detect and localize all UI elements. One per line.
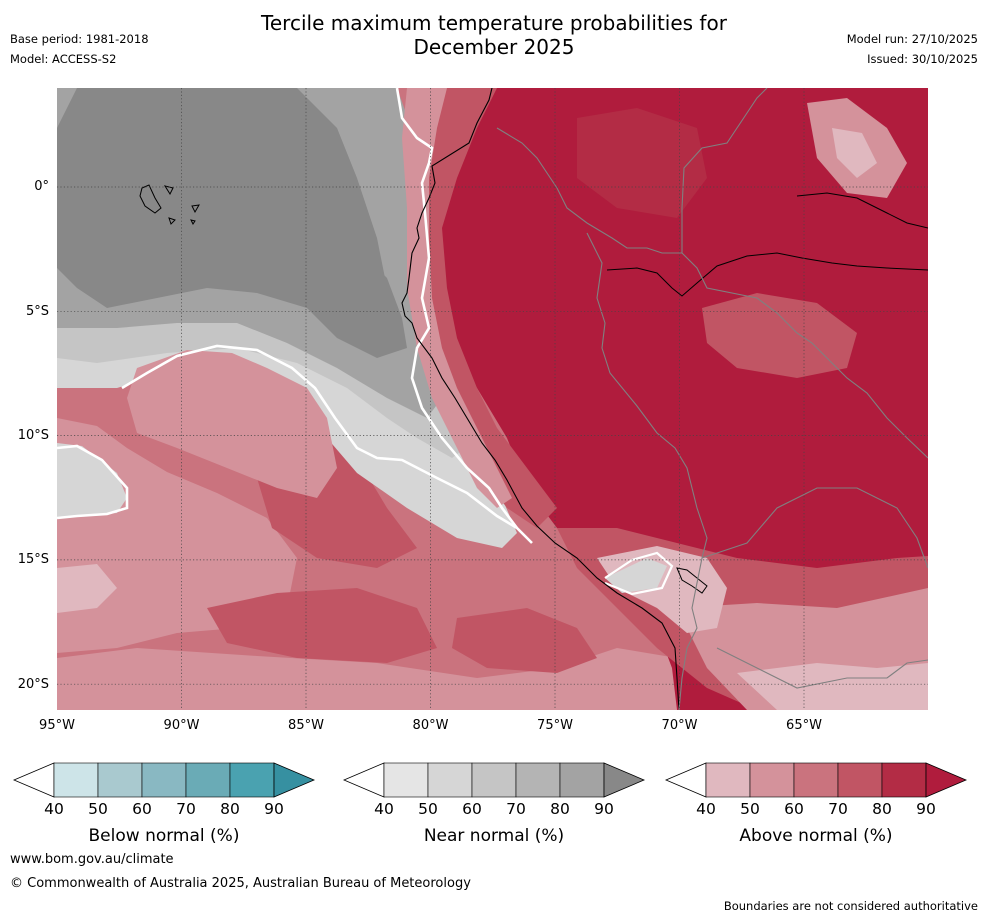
tick-above-60: 60 (784, 800, 804, 818)
colorbar-near-normal (342, 762, 646, 798)
meta-right: Model run: 27/10/2025 Issued: 30/10/2025 (847, 29, 978, 69)
lon-label-95w: 95°W (39, 718, 75, 733)
lon-label-65w: 65°W (786, 718, 822, 733)
colorbar-below-ticks: 40 50 60 70 80 90 (10, 800, 318, 820)
field-land-se-lightest (737, 663, 928, 710)
field-sw-lightest-pink (57, 564, 117, 613)
tick-below-90: 90 (264, 800, 284, 818)
field-land-mid-pink-2 (702, 293, 857, 378)
title-line-2: December 2025 (413, 35, 575, 59)
galapagos (139, 184, 200, 225)
field-land-mid-pink (577, 108, 707, 218)
field-ne-lightest-blob (832, 128, 877, 178)
graticule (57, 88, 928, 710)
below-extension-low (12, 762, 55, 798)
lat-label-5s: 5°S (25, 304, 49, 319)
colorbar-above-normal (664, 762, 968, 798)
above-swatch-1 (749, 762, 795, 798)
below-swatch-2 (141, 762, 187, 798)
colorbar-near-ticks: 40 50 60 70 80 90 (340, 800, 648, 820)
tick-above-80: 80 (872, 800, 892, 818)
below-swatch-0 (53, 762, 99, 798)
field-s-mid-pink (207, 588, 437, 663)
tick-near-80: 80 (550, 800, 570, 818)
tick-below-80: 80 (220, 800, 240, 818)
country-borders (496, 88, 928, 710)
amazon-river (606, 252, 928, 297)
tick-near-70: 70 (506, 800, 526, 818)
contour-white-coast (395, 88, 533, 544)
website-link[interactable]: www.bom.gov.au/climate (10, 852, 174, 867)
lat-label-0: 0° (34, 179, 49, 194)
lon-label-85w: 85°W (288, 718, 324, 733)
copyright-text: © Commonwealth of Australia 2025, Austra… (10, 876, 471, 891)
probability-map[interactable] (57, 88, 928, 710)
above-swatch-0 (705, 762, 751, 798)
lat-label-15s: 15°S (17, 552, 49, 567)
tick-above-90: 90 (916, 800, 936, 818)
near-extension-high (603, 762, 646, 798)
above-swatch-2 (793, 762, 839, 798)
colorbar-above-label: Above normal (%) (739, 826, 893, 846)
lon-label-90w: 90°W (163, 718, 200, 733)
contour-white-west (57, 444, 129, 520)
model-text: Model: ACCESS-S2 (10, 52, 117, 66)
coastline (401, 88, 680, 710)
below-extension-high (273, 762, 316, 798)
tick-below-70: 70 (176, 800, 196, 818)
base-period-text: Base period: 1981-2018 (10, 32, 149, 46)
boundary-note: Boundaries are not considered authoritat… (723, 899, 978, 913)
tick-near-60: 60 (462, 800, 482, 818)
near-swatch-3 (515, 762, 561, 798)
tick-below-50: 50 (88, 800, 108, 818)
colorbar-below-label: Below normal (%) (88, 826, 240, 846)
title-line-1: Tercile maximum temperature probabilitie… (261, 11, 727, 35)
model-run-text: Model run: 27/10/2025 (846, 32, 978, 46)
near-extension-low (342, 762, 385, 798)
below-swatch-4 (229, 762, 275, 798)
field-pale-tongue-grey (605, 558, 667, 593)
tick-near-90: 90 (594, 800, 614, 818)
above-extension-low (664, 762, 707, 798)
tick-above-50: 50 (740, 800, 760, 818)
lake-titicaca (676, 567, 708, 594)
below-swatch-1 (97, 762, 143, 798)
above-swatch-4 (881, 762, 927, 798)
field-pink-pocket (127, 350, 337, 498)
field-s-mid-pink-2 (452, 608, 597, 673)
lon-label-70w: 70°W (661, 718, 698, 733)
tick-near-40: 40 (374, 800, 394, 818)
amazon-river-north (796, 192, 928, 229)
near-swatch-0 (383, 762, 429, 798)
above-swatch-3 (837, 762, 883, 798)
above-extension-high (925, 762, 968, 798)
below-swatch-3 (185, 762, 231, 798)
near-swatch-4 (559, 762, 605, 798)
colorbar-above-ticks: 40 50 60 70 80 90 (662, 800, 970, 820)
contour-white-sw (121, 344, 518, 530)
near-swatch-1 (427, 762, 473, 798)
lat-label-20s: 20°S (17, 677, 49, 692)
chart-title: Tercile maximum temperature probabilitie… (0, 11, 988, 59)
tick-above-70: 70 (828, 800, 848, 818)
lon-label-80w: 80°W (412, 718, 449, 733)
meta-left: Base period: 1981-2018 Model: ACCESS-S2 (10, 29, 149, 69)
lon-label-75w: 75°W (537, 718, 573, 733)
field-grey-pocket-west (57, 443, 127, 518)
tick-below-40: 40 (44, 800, 64, 818)
field-land-above (407, 88, 928, 710)
field-coast-above-light (402, 88, 512, 508)
field-near-normal-darkest-2 (297, 248, 407, 358)
colorbar-near-label: Near normal (%) (423, 826, 565, 846)
tick-near-50: 50 (418, 800, 438, 818)
field-s-light-pink (57, 648, 717, 710)
lat-label-10s: 10°S (17, 428, 49, 443)
colorbar-below-normal (12, 762, 316, 798)
issued-text: Issued: 30/10/2025 (867, 52, 978, 66)
tick-below-60: 60 (132, 800, 152, 818)
tick-above-40: 40 (696, 800, 716, 818)
near-swatch-2 (471, 762, 517, 798)
